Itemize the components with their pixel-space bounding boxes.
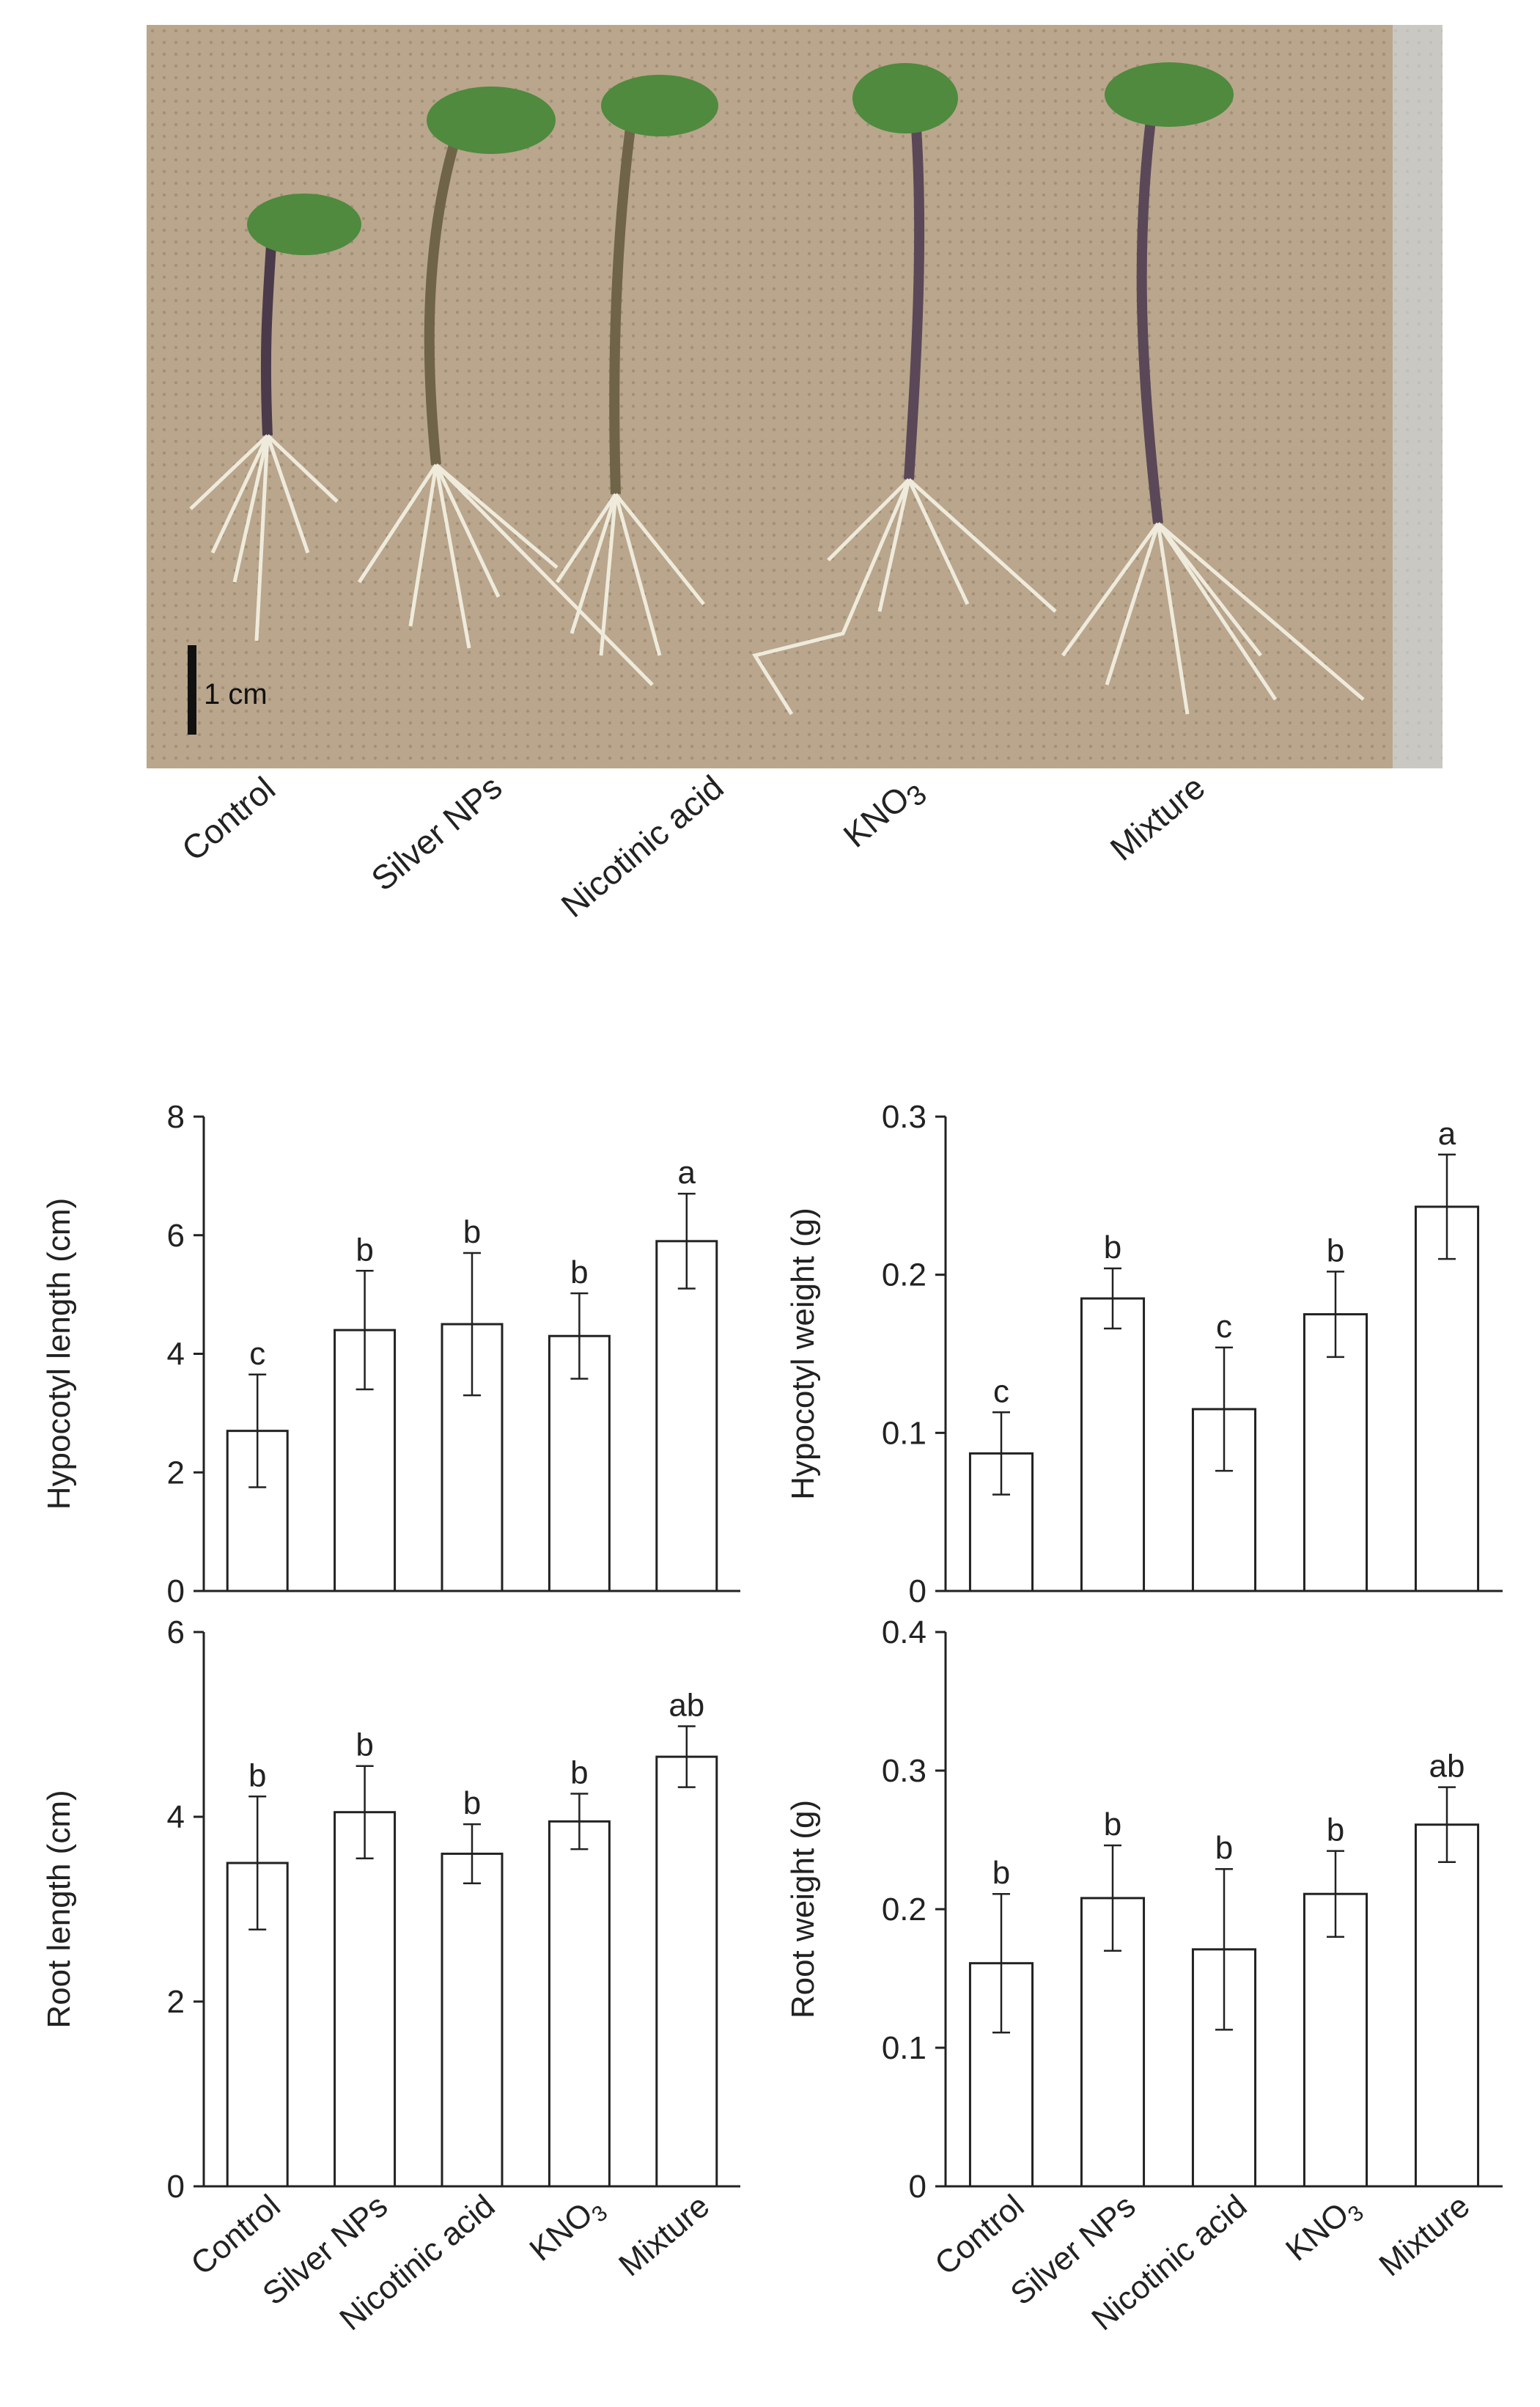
bar [548, 1820, 611, 2188]
y-tick-label: 0.1 [882, 2030, 926, 2066]
y-tick-label: 2 [167, 1455, 185, 1491]
y-tick-label: 4 [167, 1799, 185, 1835]
y-tick-label: 0 [167, 2169, 185, 2205]
significance-letter: b [463, 1785, 481, 1821]
bar [1303, 1892, 1368, 2188]
bar [1414, 1205, 1480, 1592]
x-tick-label: KNO3 [523, 2188, 612, 2272]
significance-letter: b [355, 1232, 373, 1268]
chart-root-weight: 0 0.1 0.2 0.3 0.4 Root weight (g) b Control b Sil… [770, 1576, 1540, 2405]
photo-label-1: Silver NPs [364, 768, 509, 898]
y-tick-label: 8 [167, 1099, 185, 1135]
significance-letter: b [1104, 1230, 1121, 1265]
y-tick-label: 4 [167, 1337, 185, 1372]
y-axis-label: Hypocotyl length (cm) [41, 1198, 77, 1510]
significance-letter: b [1215, 1830, 1233, 1866]
seedling-photo-drawing: 1 cm [147, 25, 1443, 768]
seedling-photo: 1 cm [147, 25, 1443, 768]
chart-svg: 0 0.1 0.2 0.3 Hypocotyl weight (g) c b c b a [785, 1099, 1503, 1609]
significance-letter: a [678, 1155, 696, 1191]
y-tick-label: 2 [167, 1984, 185, 2020]
bar [655, 1240, 718, 1592]
seedling-silver-nps [357, 87, 654, 686]
significance-letter: ab [1429, 1749, 1465, 1785]
significance-letter: c [249, 1336, 265, 1372]
significance-letter: b [570, 1755, 588, 1791]
photo-label-4: Mixture [1102, 768, 1212, 868]
significance-letter: b [1327, 1812, 1344, 1848]
significance-letter: b [570, 1254, 588, 1290]
scale-bar-label: 1 cm [204, 678, 268, 710]
x-tick-label: KNO3 [1279, 2188, 1368, 2272]
x-tick-label: Control [184, 2188, 287, 2282]
y-tick-label: 0 [167, 1573, 185, 1609]
photo-edge-shadow [1393, 25, 1443, 768]
seedling-mixture [1061, 62, 1365, 715]
y-tick-label: 6 [167, 1614, 185, 1650]
bar [655, 1755, 718, 2188]
significance-letter: c [993, 1373, 1009, 1409]
y-tick-label: 0.3 [882, 1099, 926, 1135]
significance-letter: ab [668, 1688, 704, 1724]
seedling-nicotinic-acid [555, 75, 718, 656]
y-axis-label: Root length (cm) [41, 1790, 77, 2028]
chart-svg: 0 2 4 6 8 Hypocotyl length (cm) c b b b a [41, 1099, 740, 1609]
bar [1414, 1823, 1480, 2188]
significance-letter: a [1438, 1116, 1456, 1152]
bar [334, 1811, 397, 2188]
y-tick-label: 0.3 [882, 1753, 926, 1789]
y-tick-label: 6 [167, 1218, 185, 1254]
y-axis-label: Hypocotyl weight (g) [785, 1208, 821, 1500]
x-tick-label: Control [928, 2188, 1031, 2282]
photo-label-0: Control [174, 769, 282, 869]
y-tick-label: 0.2 [882, 1257, 926, 1293]
y-tick-label: 0 [909, 1573, 926, 1609]
chart-root-length: 0 2 4 6 Root length (cm) b Control b Silver NPs b… [0, 1576, 770, 2405]
x-tick-label-subscript: 3 [587, 2201, 612, 2227]
significance-letter: c [1216, 1309, 1232, 1345]
chart-hypocotyl-length: 0 2 4 6 8 Hypocotyl length (cm) c b b b a [0, 1026, 770, 1609]
y-tick-label: 0 [909, 2169, 926, 2205]
bar [1303, 1313, 1368, 1592]
y-tick-label: 0.2 [882, 1892, 926, 1928]
x-tick-label: Mixture [612, 2188, 716, 2283]
bar [441, 1852, 504, 2188]
significance-letter: b [992, 1855, 1010, 1891]
seedling-control [189, 194, 361, 642]
photo-label-3: KNO3 [836, 778, 933, 855]
significance-letter: b [1327, 1232, 1344, 1268]
significance-letter: b [1104, 1807, 1121, 1842]
bar [1080, 1297, 1146, 1592]
y-tick-label: 0.4 [882, 1614, 926, 1650]
seedling-kno3 [752, 63, 1057, 716]
chart-hypocotyl-weight: 0 0.1 0.2 0.3 Hypocotyl weight (g) c b c b a [770, 1026, 1540, 1609]
significance-letter: b [355, 1727, 373, 1763]
y-tick-label: 0.1 [882, 1415, 926, 1451]
significance-letter: b [248, 1757, 266, 1793]
x-tick-label: Mixture [1372, 2188, 1476, 2283]
significance-letter: b [463, 1214, 481, 1250]
photo-label-2: Nicotinic acid [553, 768, 731, 925]
y-axis-label: Root weight (g) [785, 1800, 821, 2018]
scale-bar [188, 645, 196, 735]
x-tick-label-subscript: 3 [1344, 2201, 1368, 2227]
